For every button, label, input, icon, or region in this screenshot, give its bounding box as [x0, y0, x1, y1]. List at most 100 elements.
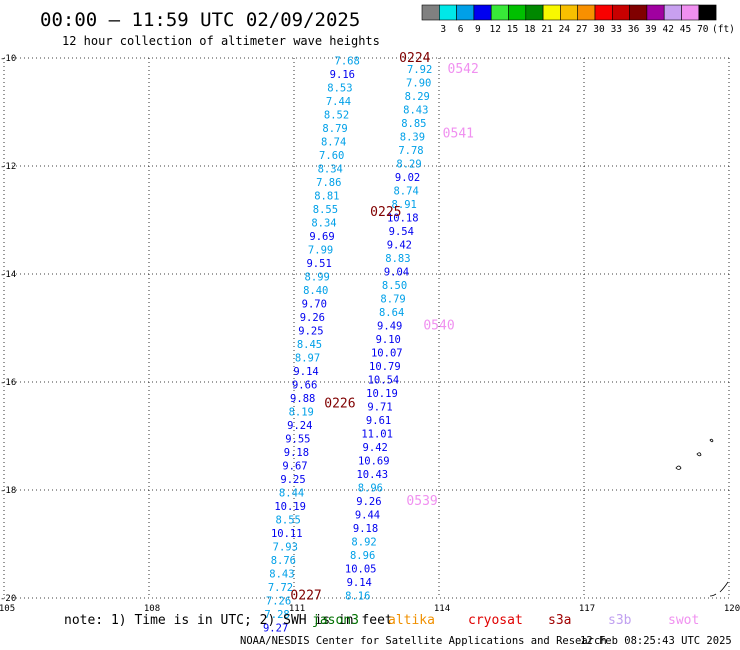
- x-tick-label: 120: [724, 604, 740, 614]
- data-point-label: 7.28: [264, 609, 289, 621]
- data-point-label: 10.69: [358, 455, 390, 467]
- color-scale-tick-label: 9: [475, 24, 481, 35]
- legend-entry-s3a: s3a: [548, 613, 571, 628]
- data-point-label: 9.16: [330, 69, 355, 81]
- data-point-label: 7.26: [266, 596, 291, 608]
- color-swatch: [663, 4, 682, 21]
- color-swatch: [421, 4, 440, 21]
- color-scale-tick-label: 39: [645, 24, 657, 35]
- color-swatch: [577, 4, 596, 21]
- data-point-label: 8.97: [295, 353, 320, 365]
- data-point-label: 9.26: [356, 496, 381, 508]
- legend-entry-jason3: jason3: [312, 613, 359, 628]
- data-point-label: 9.44: [355, 509, 380, 521]
- data-point-label: 8.39: [400, 131, 425, 143]
- y-tick-label: -18: [0, 486, 16, 496]
- data-point-label: 10.19: [366, 388, 398, 400]
- data-point-label: 10.79: [369, 361, 401, 373]
- pass-time-label: 0542: [448, 62, 479, 77]
- y-tick-label: -16: [0, 378, 16, 388]
- data-point-label: 9.04: [384, 266, 409, 278]
- legend-entry-cryosat: cryosat: [468, 613, 523, 628]
- pass-time-label: 0225: [370, 205, 401, 220]
- footer-timestamp: 12 Feb 08:25:43 UTC 2025: [580, 635, 732, 647]
- data-point-label: 7.60: [319, 150, 344, 162]
- color-swatch: [698, 4, 717, 21]
- pass-time-label: 0539: [406, 494, 437, 509]
- data-point-label: 8.29: [396, 158, 421, 170]
- data-point-label: 9.24: [287, 420, 312, 432]
- data-point-label: 9.70: [302, 299, 327, 311]
- pass-time-label: 0226: [324, 397, 355, 412]
- data-point-label: 7.68: [335, 56, 360, 68]
- color-swatch: [542, 4, 561, 21]
- color-swatch: [508, 4, 527, 21]
- color-scale-tick-label: 12: [489, 24, 500, 35]
- data-point-label: 8.50: [382, 280, 407, 292]
- data-point-label: 9.18: [284, 447, 309, 459]
- color-scale-tick-label: 45: [680, 24, 691, 35]
- data-point-label: 8.64: [379, 307, 404, 319]
- y-tick-label: -20: [0, 594, 16, 604]
- data-point-label: 8.29: [405, 91, 430, 103]
- color-scale-tick-label: 3: [440, 24, 446, 35]
- data-point-label: 8.76: [271, 555, 296, 567]
- x-tick-label: 117: [579, 604, 595, 614]
- color-scale-tick-label: 6: [458, 24, 464, 35]
- y-tick-label: -14: [0, 270, 16, 280]
- data-point-label: 8.34: [311, 218, 336, 230]
- data-point-label: 9.10: [376, 334, 401, 346]
- data-point-label: 8.53: [327, 83, 352, 95]
- data-point-label: 7.93: [273, 542, 298, 554]
- data-point-label: 9.49: [377, 320, 402, 332]
- pass-time-label: 0224: [399, 51, 430, 66]
- data-point-label: 9.55: [285, 434, 310, 446]
- data-point-label: 7.90: [406, 77, 431, 89]
- data-point-label: 8.96: [350, 550, 375, 562]
- data-point-label: 9.14: [347, 577, 372, 589]
- pass-time-label: 0540: [423, 318, 454, 333]
- color-swatch: [629, 4, 648, 21]
- data-point-label: 8.91: [392, 199, 417, 211]
- data-point-label: 8.19: [289, 407, 314, 419]
- x-tick-label: 105: [0, 604, 15, 614]
- data-point-label: 8.92: [351, 536, 376, 548]
- color-scale-tick-label: 36: [628, 24, 640, 35]
- color-scale-tick-label: 42: [662, 24, 673, 35]
- data-point-label: 8.74: [393, 185, 418, 197]
- data-point-label: 8.85: [401, 118, 426, 130]
- data-point-label: 7.86: [316, 177, 341, 189]
- data-point-label: 8.43: [269, 569, 294, 581]
- coastline: [709, 581, 729, 597]
- color-scale-tick-label: 30: [593, 24, 605, 35]
- color-scale-tick-label: 21: [541, 24, 553, 35]
- data-point-label: 9.25: [280, 474, 305, 486]
- color-swatch: [490, 4, 509, 21]
- data-point-label: 7.92: [407, 64, 432, 76]
- data-point-label: 7.44: [326, 96, 351, 108]
- data-point-label: 9.54: [389, 226, 414, 238]
- color-scale-unit: (ft): [712, 24, 735, 35]
- data-point-label: 10.07: [371, 347, 403, 359]
- data-point-label: 10.11: [271, 528, 303, 540]
- data-point-label: 9.51: [306, 258, 331, 270]
- data-point-label: 8.55: [276, 515, 301, 527]
- page-subtitle: 12 hour collection of altimeter wave hei…: [62, 34, 380, 48]
- data-point-label: 9.02: [395, 172, 420, 184]
- legend-entry-swot: swot: [668, 613, 699, 628]
- data-point-label: 8.40: [303, 285, 328, 297]
- color-swatch: [456, 4, 475, 21]
- island-outline: [675, 465, 682, 470]
- data-point-label: 8.99: [305, 272, 330, 284]
- data-point-label: 7.78: [398, 145, 423, 157]
- color-scale-tick-label: 24: [559, 24, 571, 35]
- data-point-label: 11.01: [361, 428, 393, 440]
- color-swatch: [611, 4, 630, 21]
- data-point-label: 8.34: [318, 164, 343, 176]
- data-point-label: 9.26: [300, 312, 325, 324]
- color-swatch: [473, 4, 492, 21]
- data-point-label: 10.43: [356, 469, 388, 481]
- data-point-label: 8.79: [322, 123, 347, 135]
- data-point-label: 8.74: [321, 137, 346, 149]
